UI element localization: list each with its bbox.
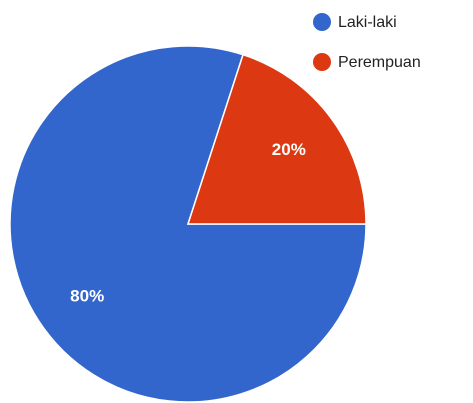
slice-label: 20%: [272, 140, 306, 159]
legend-label: Perempuan: [338, 54, 421, 71]
pie-slice: [186, 53, 367, 225]
slice-label: 80%: [70, 287, 104, 306]
legend-swatch: [313, 53, 331, 71]
legend-swatch: [313, 13, 331, 31]
legend-label: Laki-laki: [338, 14, 397, 31]
pie-slice: [9, 45, 367, 403]
